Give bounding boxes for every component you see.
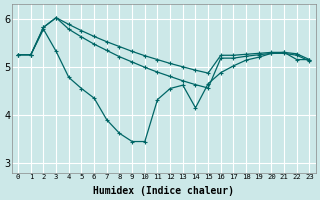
X-axis label: Humidex (Indice chaleur): Humidex (Indice chaleur) [93,186,234,196]
